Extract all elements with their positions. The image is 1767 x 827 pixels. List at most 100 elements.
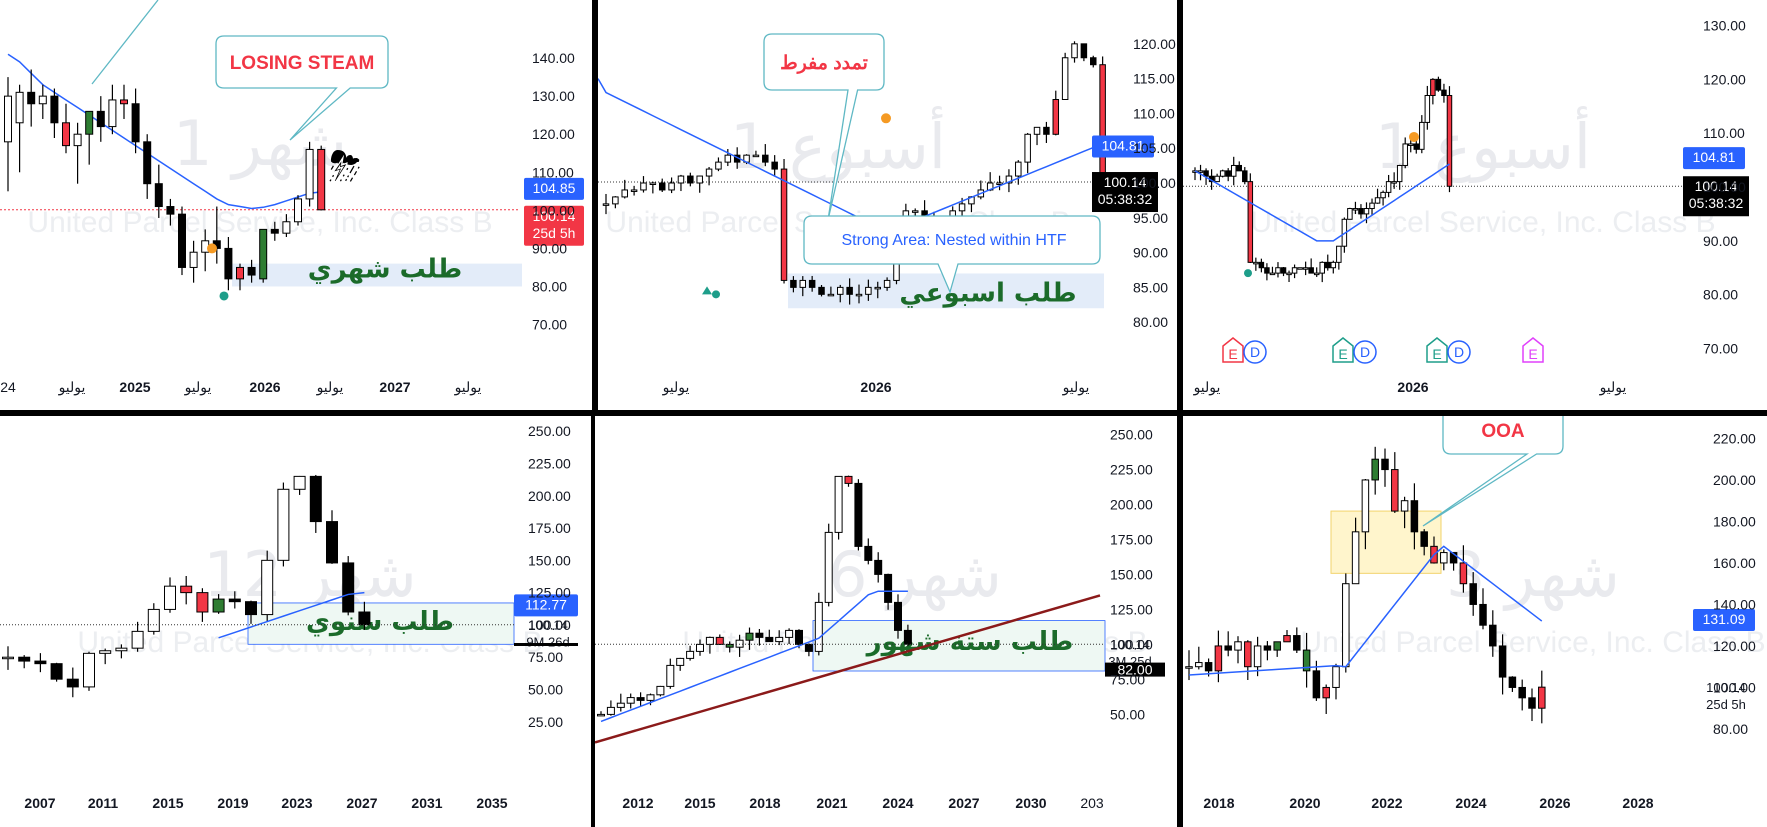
- candle-body: [958, 203, 966, 212]
- annotation-line: [91, 0, 159, 85]
- watermark-symbol: United Parcel Service, Inc. Class B: [1300, 626, 1765, 659]
- candle-body: [1247, 181, 1254, 263]
- candle-body: [621, 189, 628, 198]
- candle-body: [1381, 458, 1389, 471]
- y-tick-label: 70.00: [532, 317, 567, 333]
- candle-body: [606, 706, 615, 715]
- y-tick-label: 225.00: [1110, 461, 1153, 477]
- candle-body: [1273, 641, 1281, 651]
- candle-body: [342, 562, 355, 613]
- callout-strong-area-text: Strong Area: Nested within HTF: [842, 232, 1067, 249]
- candle-body: [34, 660, 47, 665]
- candle-body: [818, 286, 825, 295]
- signal-dot-orange: [207, 243, 217, 254]
- storm-icon: ⛈: [329, 145, 361, 189]
- candle-body: [1234, 641, 1242, 651]
- chart-panel-monthly[interactable]: شهر 1 United Parcel Service, Inc. Class B…: [0, 0, 592, 410]
- current-price-label: 100.14: [528, 618, 568, 633]
- candle-body: [18, 656, 31, 662]
- x-tick-label: 2015: [152, 795, 183, 811]
- candle-body: [1371, 458, 1379, 481]
- candle-body: [775, 636, 784, 643]
- candle-body: [602, 203, 610, 206]
- x-tick-label: 2024: [882, 795, 913, 811]
- current-price-tag-text: 05:38:32: [1098, 191, 1153, 207]
- candle-body: [1204, 662, 1213, 672]
- x-tick-label: 2012: [622, 795, 653, 811]
- candle-body: [96, 110, 105, 128]
- current-price-tag-text: 05:38:32: [1689, 195, 1744, 211]
- candle-body: [677, 175, 685, 184]
- candle-body: [1508, 676, 1517, 688]
- candle-body: [1347, 208, 1353, 220]
- candle-body: [1263, 645, 1272, 651]
- candle-body: [1449, 552, 1458, 564]
- candle-body: [1302, 267, 1309, 270]
- callout-overextended-box: [763, 33, 885, 221]
- candle-body: [834, 475, 843, 533]
- candle-body: [1071, 43, 1078, 59]
- ma-price-tag-text: 112.77: [525, 596, 567, 612]
- x-tick-label: 2024: [1455, 795, 1486, 811]
- y-tick-label: 75.00: [528, 649, 563, 665]
- candle-body: [1319, 261, 1325, 274]
- candle-body: [1195, 662, 1203, 668]
- moving-average-line: [600, 590, 908, 723]
- candle-body: [131, 103, 140, 143]
- x-tick-label: يوليو: [1599, 379, 1627, 396]
- candle-body: [687, 175, 694, 184]
- candle-body: [1407, 143, 1414, 146]
- candle-body: [326, 521, 338, 564]
- candle-body: [261, 559, 274, 616]
- candle-body: [1435, 78, 1442, 91]
- candle-body: [911, 210, 919, 213]
- candle-body: [1385, 181, 1392, 193]
- moving-average-line: [218, 591, 365, 639]
- candle-body: [309, 475, 322, 523]
- chart-svg-quarterly[interactable]: شهر 3United Parcel Service, Inc. Class B…: [1183, 416, 1767, 827]
- y-tick-label: 115.00: [1133, 71, 1175, 87]
- candle-body: [752, 154, 760, 158]
- signal-triangle-teal: [702, 286, 712, 295]
- candle-body: [771, 161, 778, 170]
- current-price-tag-text: 25d 5h: [533, 225, 576, 241]
- callout-ooa-text: OOA: [1481, 421, 1525, 442]
- earnings-badge: [1426, 337, 1448, 363]
- candle-body: [1402, 143, 1408, 166]
- countdown-label: 9M 26d: [526, 635, 569, 650]
- chart-panel-weekly-2[interactable]: أسبوع 1 United Parcel Service, Inc. Class…: [1183, 0, 1767, 410]
- x-tick-label: 2018: [749, 795, 780, 811]
- candle-body: [1015, 161, 1022, 177]
- y-tick-label: 95.00: [1133, 210, 1168, 226]
- candle-body: [735, 639, 744, 648]
- candle-body: [115, 647, 128, 652]
- dividend-badge-text: D: [1250, 344, 1260, 360]
- candle-body: [864, 545, 873, 561]
- x-tick-label: 2020: [1289, 795, 1320, 811]
- ma-price-tag: [1683, 147, 1745, 170]
- candle-body: [166, 206, 175, 215]
- y-tick-label: 90.00: [1703, 233, 1738, 249]
- chart-panel-quarterly[interactable]: شهر 3United Parcel Service, Inc. Class B…: [1183, 416, 1767, 827]
- current-price-tag-text: 100.14: [533, 208, 576, 224]
- y-tick-label: 150.00: [1110, 566, 1153, 582]
- y-tick-label: 100.00: [1110, 636, 1153, 652]
- candle-body: [1528, 697, 1536, 709]
- candle-body: [696, 643, 704, 652]
- candle-body: [189, 251, 198, 268]
- candle-body: [358, 611, 371, 626]
- candle-body: [120, 99, 128, 105]
- candle-body: [317, 148, 326, 211]
- candle-body: [903, 629, 912, 645]
- x-tick-label: 2027: [379, 379, 410, 395]
- candle-body: [1099, 64, 1106, 183]
- y-tick-label: 125.00: [528, 585, 571, 601]
